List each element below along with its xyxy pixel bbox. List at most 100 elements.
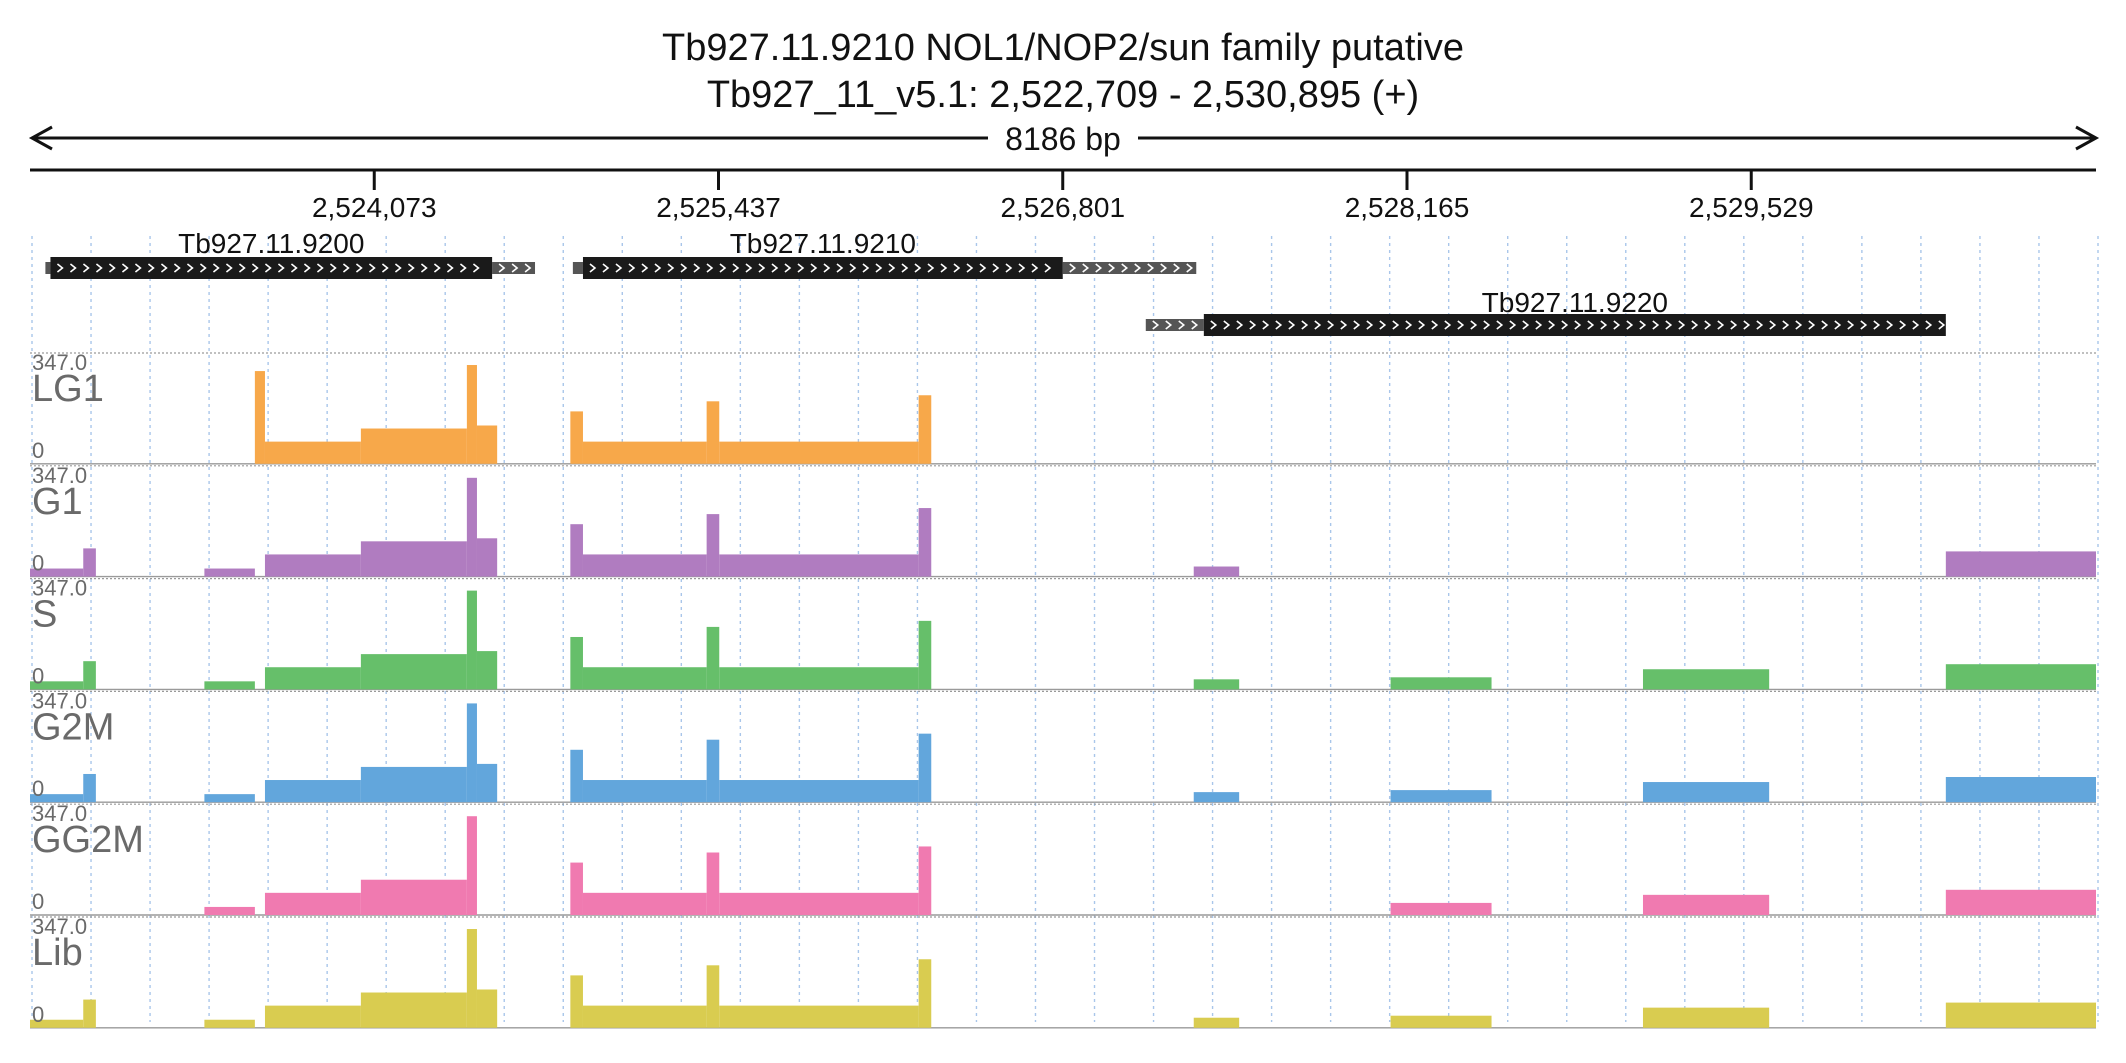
- coverage-area: [1642, 782, 1770, 803]
- strand-chevron: [1379, 320, 1387, 330]
- strand-chevron: [472, 263, 480, 273]
- strand-chevron: [706, 263, 714, 273]
- gene-label: Tb927.11.9220: [1482, 287, 1668, 318]
- coverage-area: [264, 780, 361, 803]
- grid-lines: [31, 236, 2099, 1022]
- strand-chevron: [1626, 320, 1634, 330]
- strand-chevron: [1717, 320, 1725, 330]
- track-G1: 347.0G1 0: [30, 463, 2096, 578]
- strand-chevron: [1873, 320, 1881, 330]
- coverage-area: [719, 554, 919, 577]
- strand-chevron: [381, 263, 389, 273]
- coverage-area: [582, 441, 707, 464]
- track-name: S: [32, 594, 57, 636]
- strand-chevron: [1522, 320, 1530, 330]
- gene-Tb927.11.9200: Tb927.11.9200: [45, 228, 536, 279]
- coverage-area: [264, 554, 361, 577]
- strand-chevron: [1795, 320, 1803, 330]
- gene-utr: [572, 262, 583, 274]
- coverage-area: [360, 766, 467, 803]
- coverage-area: [1390, 1015, 1492, 1028]
- strand-chevron: [875, 263, 883, 273]
- ruler-tick-label: 2,528,165: [1345, 192, 1470, 223]
- track-ymax-label: 347.0: [32, 801, 87, 826]
- strand-chevron: [1652, 320, 1660, 330]
- strand-chevron: [1210, 320, 1218, 330]
- coverage-area: [360, 654, 467, 690]
- coverage-area: [264, 667, 361, 690]
- coverage-area: [30, 794, 84, 803]
- coverage-area: [918, 395, 932, 464]
- strand-chevron: [1691, 320, 1699, 330]
- gene-utr: [45, 262, 51, 274]
- span-label: 8186 bp: [1005, 121, 1121, 157]
- coverage-area: [582, 892, 707, 915]
- coverage-area: [582, 554, 707, 577]
- strand-chevron: [1405, 320, 1413, 330]
- ruler-tick-label: 2,526,801: [1000, 192, 1125, 223]
- coverage-area: [360, 428, 467, 464]
- strand-chevron: [1912, 320, 1920, 330]
- strand-chevron: [446, 263, 454, 273]
- strand-chevron: [1431, 320, 1439, 330]
- strand-chevron: [134, 263, 142, 273]
- coverage-area: [719, 441, 919, 464]
- coverage-area: [264, 441, 361, 464]
- coverage-area: [706, 965, 720, 1028]
- coverage-area: [264, 892, 361, 915]
- strand-chevron: [979, 263, 987, 273]
- coverage-area: [570, 862, 583, 915]
- strand-chevron: [654, 263, 662, 273]
- strand-chevron: [199, 263, 207, 273]
- coverage-area: [1390, 677, 1492, 690]
- strand-chevron: [1275, 320, 1283, 330]
- coverage-area: [1642, 894, 1770, 915]
- coverage-area: [570, 636, 583, 690]
- strand-chevron: [1165, 320, 1173, 330]
- strand-chevron: [888, 263, 896, 273]
- strand-chevron: [1314, 320, 1322, 330]
- track-S: 347.0S 0: [30, 576, 2096, 691]
- coverage-area: [1945, 551, 2096, 577]
- coverage-area: [1945, 1002, 2096, 1028]
- track-name: GG2M: [32, 819, 144, 861]
- coverage-area: [719, 1005, 919, 1028]
- coverage-area: [360, 992, 467, 1028]
- coverage-area: [30, 681, 84, 690]
- gene-utr: [492, 262, 536, 274]
- span-arrow-left-head: [28, 125, 53, 151]
- strand-chevron: [173, 263, 181, 273]
- coverage-area: [918, 959, 932, 1028]
- strand-chevron: [1613, 320, 1621, 330]
- strand-chevron: [1121, 263, 1129, 273]
- coverage-area: [476, 989, 498, 1028]
- coverage-area: [264, 1005, 361, 1028]
- coverage-area: [1642, 669, 1770, 690]
- coverage-area: [204, 906, 255, 915]
- strand-chevron: [56, 263, 64, 273]
- strand-chevron: [212, 263, 220, 273]
- strand-chevron: [342, 263, 350, 273]
- strand-chevron: [745, 263, 753, 273]
- track-name: G1: [32, 481, 83, 523]
- strand-chevron: [1031, 263, 1039, 273]
- coverage-area: [706, 626, 720, 690]
- coverage-area: [918, 508, 932, 577]
- coverage-tracks: 347.0LG10347.0G10347.0S0347.0G2M0347.0GG…: [30, 350, 2096, 1029]
- track-ymax-label: 347.0: [32, 463, 87, 488]
- coverage-area: [1390, 902, 1492, 915]
- strand-chevron: [1223, 320, 1231, 330]
- coverage-area: [466, 929, 477, 1028]
- coverage-area: [466, 590, 477, 690]
- strand-chevron: [1756, 320, 1764, 330]
- strand-chevron: [1769, 320, 1777, 330]
- strand-chevron: [1095, 263, 1103, 273]
- coverage-area: [918, 733, 932, 803]
- span-arrow-right-head: [2075, 125, 2100, 151]
- strand-chevron: [368, 263, 376, 273]
- strand-chevron: [836, 263, 844, 273]
- strand-chevron: [1821, 320, 1829, 330]
- strand-chevron: [641, 263, 649, 273]
- coverage-area: [706, 514, 720, 577]
